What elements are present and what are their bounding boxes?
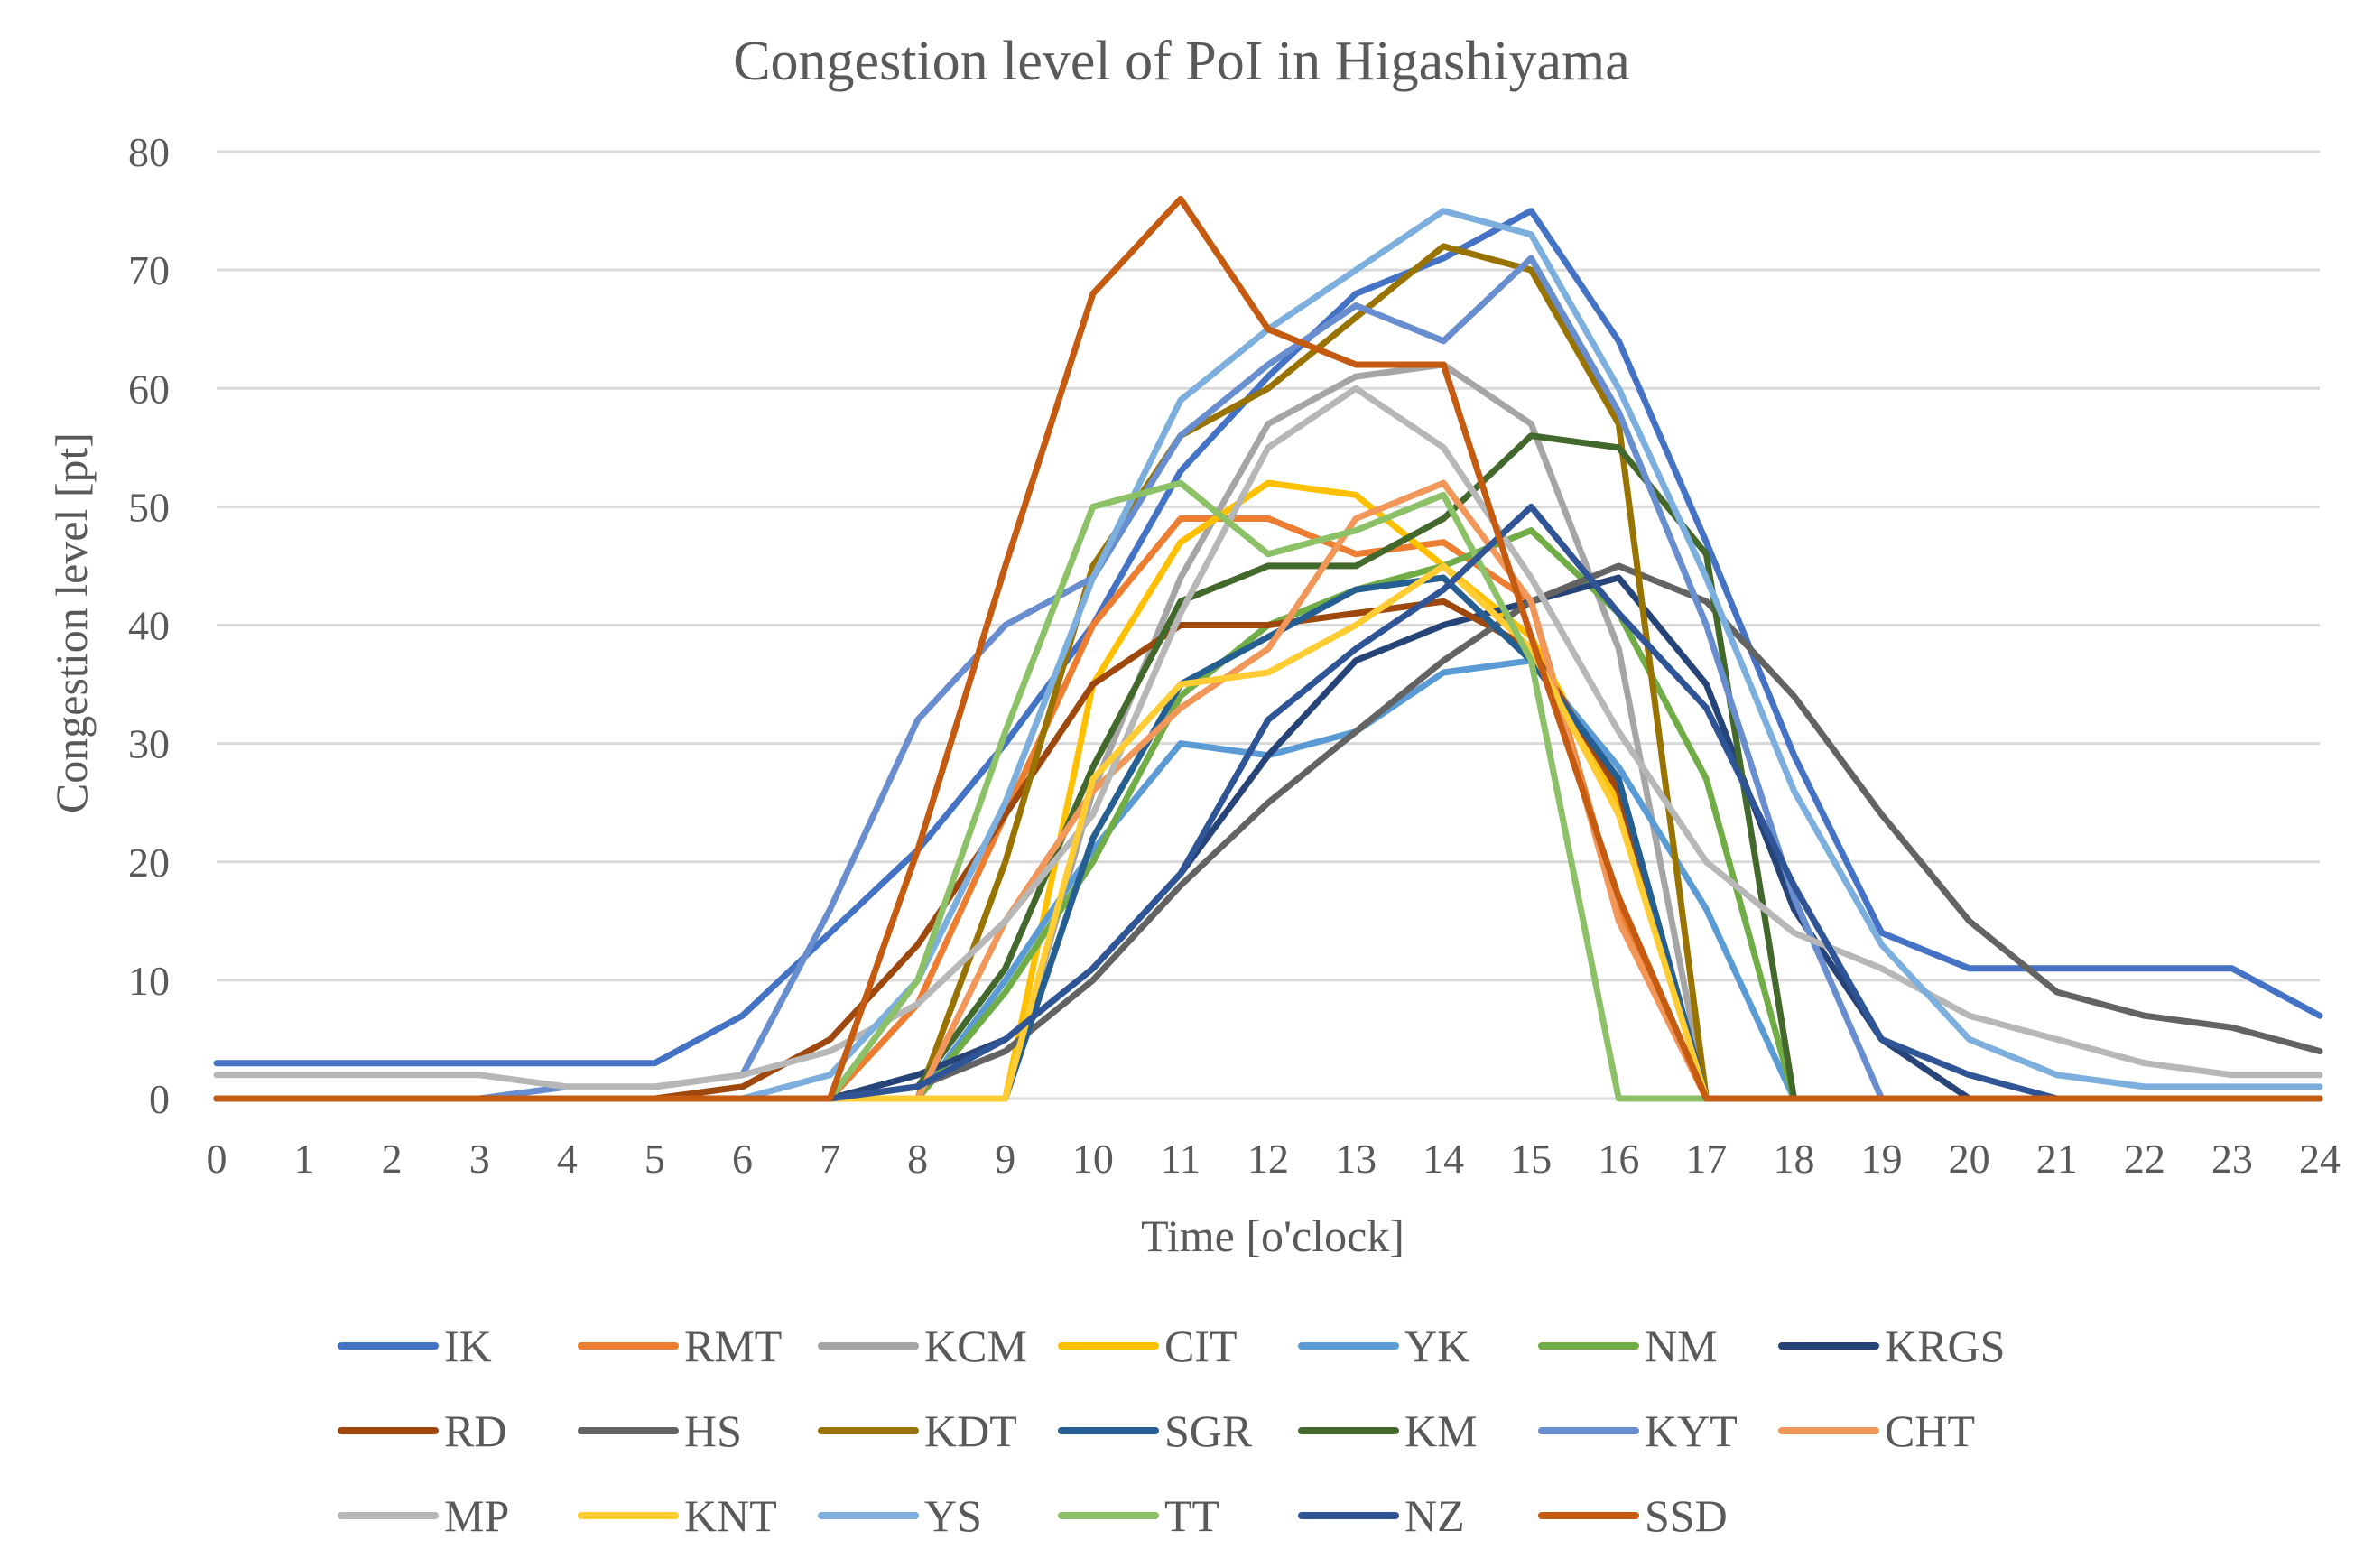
y-axis-title: Congestion level [pt] bbox=[46, 432, 97, 813]
x-tick-label: 23 bbox=[2211, 1136, 2253, 1182]
legend-label-ik: IK bbox=[444, 1321, 492, 1371]
series-line-cit bbox=[213, 479, 2323, 1102]
legend-label-cit: CIT bbox=[1164, 1321, 1238, 1371]
legend-label-rd: RD bbox=[444, 1406, 506, 1456]
x-tick-label: 2 bbox=[382, 1136, 403, 1182]
series-line-sgr bbox=[213, 574, 2323, 1102]
series-lines bbox=[213, 196, 2323, 1102]
y-tick-label: 70 bbox=[128, 247, 170, 293]
legend: IK RMT KCM CIT YK NM KRGS RD HS KDT SGR KM KYT CHT MP K… bbox=[338, 1321, 2005, 1541]
series-line-ssd bbox=[213, 196, 2323, 1102]
y-tick-label: 50 bbox=[128, 484, 170, 530]
y-tick-label: 30 bbox=[128, 721, 170, 767]
series-line-mp bbox=[213, 385, 2323, 1090]
series-line-rmt bbox=[213, 515, 2323, 1102]
y-tick-label: 0 bbox=[149, 1076, 170, 1122]
legend-label-cht: CHT bbox=[1885, 1406, 1975, 1456]
legend-label-yk: YK bbox=[1404, 1321, 1469, 1371]
x-tick-label: 22 bbox=[2124, 1136, 2165, 1182]
legend-label-kyt: KYT bbox=[1645, 1406, 1738, 1456]
legend-label-km: KM bbox=[1404, 1406, 1478, 1456]
legend-label-hs: HS bbox=[684, 1406, 742, 1456]
x-tick-label: 4 bbox=[557, 1136, 578, 1182]
legend-label-ys: YS bbox=[924, 1490, 982, 1541]
series-line-yk bbox=[213, 657, 2323, 1102]
x-axis-ticks: 0 1 2 3 4 5 6 7 8 9 10 11 12 13 14 15 16 17 18 19 20 21 22 23 24 bbox=[207, 1136, 2341, 1182]
y-axis-ticks: 0 10 20 30 40 50 60 70 80 bbox=[128, 129, 170, 1122]
x-tick-label: 11 bbox=[1161, 1136, 1201, 1182]
x-tick-label: 20 bbox=[1949, 1136, 1990, 1182]
legend-label-nz: NZ bbox=[1404, 1490, 1465, 1541]
x-tick-label: 1 bbox=[294, 1136, 315, 1182]
x-tick-label: 15 bbox=[1510, 1136, 1552, 1182]
y-tick-label: 40 bbox=[128, 603, 170, 649]
series-line-km bbox=[213, 432, 2323, 1102]
x-tick-label: 5 bbox=[644, 1136, 665, 1182]
series-line-nm bbox=[213, 527, 2323, 1102]
x-axis-title: Time [o'clock] bbox=[1141, 1211, 1404, 1261]
x-tick-label: 24 bbox=[2299, 1136, 2341, 1182]
x-tick-label: 19 bbox=[1861, 1136, 1903, 1182]
y-tick-label: 20 bbox=[128, 840, 170, 886]
x-tick-label: 16 bbox=[1598, 1136, 1639, 1182]
legend-label-ssd: SSD bbox=[1645, 1490, 1728, 1541]
y-tick-label: 80 bbox=[128, 129, 170, 175]
series-line-tt bbox=[213, 479, 2323, 1102]
x-tick-label: 9 bbox=[995, 1136, 1015, 1182]
y-tick-label: 60 bbox=[128, 366, 170, 412]
series-line-krgs bbox=[213, 574, 2323, 1102]
series-line-kcm bbox=[213, 361, 2323, 1102]
legend-label-mp: MP bbox=[444, 1490, 509, 1541]
series-line-ik bbox=[213, 208, 2323, 1067]
legend-label-sgr: SGR bbox=[1164, 1406, 1253, 1456]
series-line-cht bbox=[213, 479, 2323, 1102]
x-tick-label: 6 bbox=[732, 1136, 753, 1182]
series-line-kyt bbox=[213, 255, 2323, 1102]
legend-label-nm: NM bbox=[1645, 1321, 1718, 1371]
legend-label-kdt: KDT bbox=[924, 1406, 1017, 1456]
x-tick-label: 17 bbox=[1685, 1136, 1727, 1182]
x-tick-label: 7 bbox=[820, 1136, 840, 1182]
x-tick-label: 12 bbox=[1247, 1136, 1289, 1182]
x-tick-label: 8 bbox=[907, 1136, 928, 1182]
legend-label-tt: TT bbox=[1164, 1490, 1219, 1541]
legend-label-kcm: KCM bbox=[924, 1321, 1027, 1371]
x-tick-label: 3 bbox=[469, 1136, 490, 1182]
x-tick-label: 10 bbox=[1072, 1136, 1114, 1182]
x-tick-label: 14 bbox=[1423, 1136, 1464, 1182]
x-tick-label: 21 bbox=[2036, 1136, 2078, 1182]
x-tick-label: 13 bbox=[1335, 1136, 1377, 1182]
legend-label-krgs: KRGS bbox=[1885, 1321, 2005, 1371]
chart-title: Congestion level of PoI in Higashiyama bbox=[733, 31, 1630, 92]
y-tick-label: 10 bbox=[128, 958, 170, 1004]
legend-label-knt: KNT bbox=[684, 1490, 777, 1541]
x-tick-label: 0 bbox=[207, 1136, 227, 1182]
legend-label-rmt: RMT bbox=[684, 1321, 782, 1371]
x-tick-label: 18 bbox=[1774, 1136, 1815, 1182]
